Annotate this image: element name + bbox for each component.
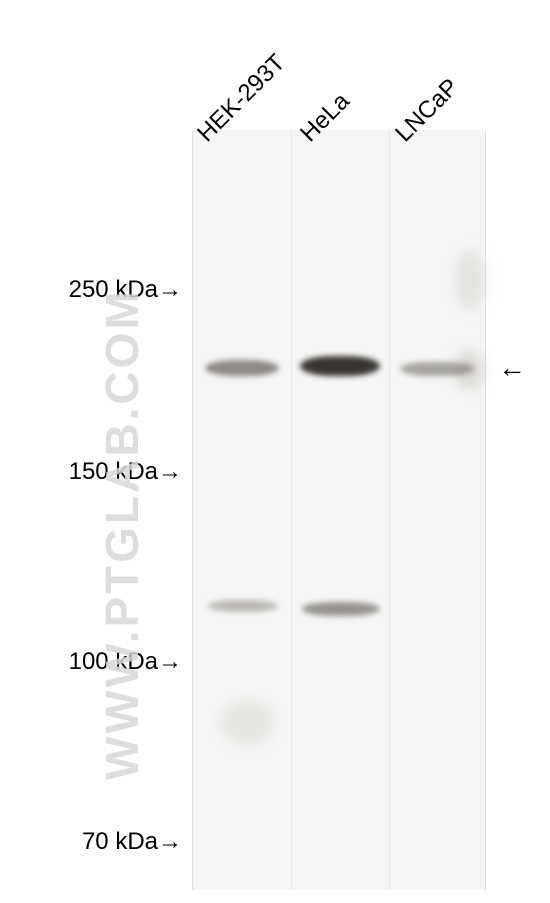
marker-label: 100 kDa→ <box>69 648 158 676</box>
blot-membrane <box>192 130 486 890</box>
band-hek293t-lower <box>208 600 278 612</box>
arrow-right-icon: → <box>158 276 182 304</box>
marker-label: 150 kDa→ <box>69 458 158 486</box>
arrow-right-icon: → <box>158 828 182 856</box>
lane-separator <box>291 130 292 890</box>
band-hela-main <box>300 356 380 376</box>
target-band-arrow-icon: ← <box>498 352 526 384</box>
band-hela-lower <box>302 602 380 616</box>
band-lncap-main <box>400 362 474 376</box>
band-hek293t-main <box>205 360 279 376</box>
marker-label: 250 kDa→ <box>69 276 158 304</box>
watermark-text: WWW.PTGLAB.COM <box>95 288 149 780</box>
arrow-right-icon: → <box>158 458 182 486</box>
lane-separator <box>389 130 390 890</box>
background-noise <box>220 700 275 745</box>
arrow-right-icon: → <box>158 648 182 676</box>
figure-container: HEK-293T HeLa LNCaP 250 kDa→ 150 kDa→ 10… <box>0 0 550 903</box>
marker-label: 70 kDa→ <box>82 828 158 856</box>
background-noise <box>455 250 485 310</box>
